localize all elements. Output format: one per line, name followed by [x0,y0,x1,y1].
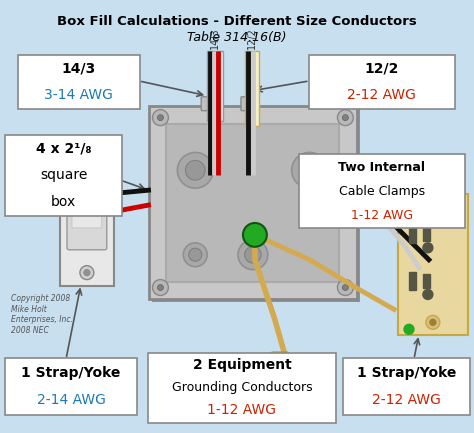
Text: 2-12 AWG: 2-12 AWG [347,88,416,102]
Circle shape [430,204,436,210]
Circle shape [84,270,90,276]
FancyBboxPatch shape [152,109,360,302]
Text: 1 Strap/Yoke: 1 Strap/Yoke [357,366,456,380]
Circle shape [80,266,94,280]
FancyBboxPatch shape [309,55,455,109]
Bar [207,51,223,121]
Circle shape [426,200,440,214]
Text: Two Internal: Two Internal [338,161,425,174]
FancyBboxPatch shape [5,358,137,415]
Circle shape [84,184,90,190]
Bar [423,274,430,288]
FancyBboxPatch shape [147,353,337,423]
FancyBboxPatch shape [5,135,122,216]
FancyBboxPatch shape [148,106,357,300]
Circle shape [157,115,164,121]
FancyBboxPatch shape [343,358,470,415]
Bar [409,225,416,243]
Circle shape [300,161,319,180]
Text: 2 Equipment: 2 Equipment [192,359,292,372]
Text: Table 314.16(B): Table 314.16(B) [187,31,287,44]
Circle shape [185,161,205,180]
Circle shape [342,284,348,291]
FancyBboxPatch shape [166,123,339,281]
Text: 12/2: 12/2 [247,27,257,49]
Text: 4 x 2¹/₈: 4 x 2¹/₈ [36,142,91,156]
Text: Grounding Conductors: Grounding Conductors [172,381,312,394]
Circle shape [423,243,433,253]
Circle shape [337,280,353,295]
Circle shape [243,223,267,247]
Text: Cable Clamps: Cable Clamps [338,184,425,197]
Circle shape [80,180,94,194]
Text: box: box [51,195,76,209]
Circle shape [238,240,268,270]
FancyBboxPatch shape [60,174,114,285]
Circle shape [153,280,168,295]
Circle shape [342,115,348,121]
Circle shape [245,246,261,263]
Text: 14/3: 14/3 [210,27,220,49]
FancyBboxPatch shape [72,206,102,228]
Text: 2-12 AWG: 2-12 AWG [372,393,441,407]
Text: Box Fill Calculations - Different Size Conductors: Box Fill Calculations - Different Size C… [57,15,417,28]
Circle shape [404,324,414,334]
Circle shape [177,152,213,188]
FancyBboxPatch shape [271,352,289,378]
Circle shape [430,319,436,325]
FancyBboxPatch shape [67,201,107,250]
Bar [245,51,259,126]
FancyBboxPatch shape [18,55,139,109]
Text: 1 Strap/Yoke: 1 Strap/Yoke [21,366,121,380]
Circle shape [183,243,207,267]
FancyBboxPatch shape [398,194,468,335]
Bar [423,227,430,241]
FancyBboxPatch shape [241,97,259,111]
Bar [409,271,416,290]
Text: Copyright 2008
Mike Holt
Enterprises, Inc.
2008 NEC: Copyright 2008 Mike Holt Enterprises, In… [11,294,73,335]
FancyBboxPatch shape [201,97,219,111]
Circle shape [426,315,440,329]
Circle shape [337,110,353,126]
Circle shape [153,110,168,126]
Text: square: square [40,168,87,182]
FancyBboxPatch shape [299,155,465,228]
Text: 3-14 AWG: 3-14 AWG [45,88,113,102]
Text: 14/3: 14/3 [62,62,96,76]
Circle shape [423,290,433,300]
Circle shape [292,152,328,188]
Circle shape [189,248,202,261]
Circle shape [157,284,164,291]
Text: 1-12 AWG: 1-12 AWG [208,404,276,417]
Text: 2-14 AWG: 2-14 AWG [36,393,105,407]
Text: 1-12 AWG: 1-12 AWG [351,209,413,222]
Text: 12/2: 12/2 [365,62,399,76]
